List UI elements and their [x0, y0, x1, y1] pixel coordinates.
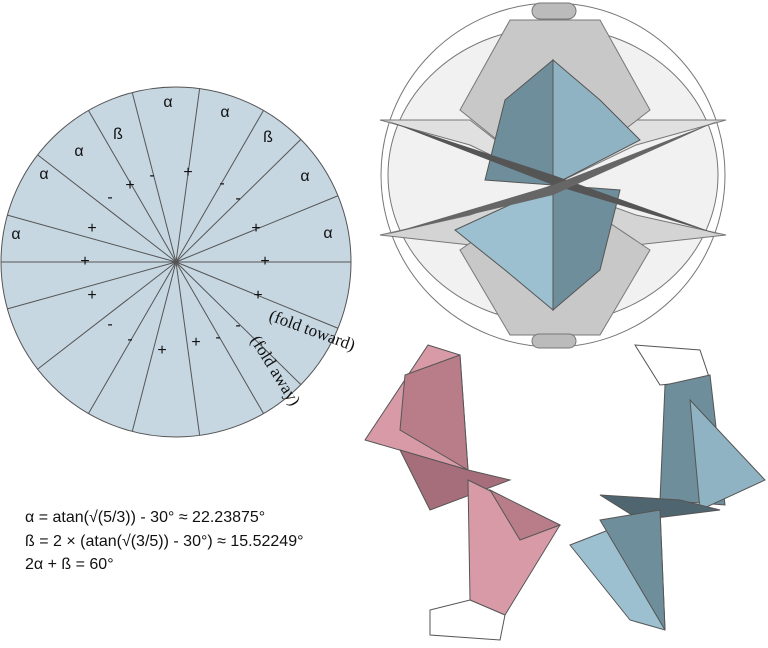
fold-sign: + — [87, 220, 96, 237]
crease-line — [175, 195, 339, 263]
fold-sign: + — [253, 287, 262, 304]
fold-sign: + — [183, 164, 192, 181]
fold-sign: + — [191, 334, 200, 351]
crease-line — [88, 261, 177, 414]
blue-facet — [599, 509, 666, 631]
cap — [531, 2, 577, 20]
sector-label: ß — [263, 129, 273, 146]
fold-sign: - — [107, 316, 112, 333]
assembled-model — [379, 2, 727, 349]
sector-label: ß — [113, 126, 123, 143]
crease-line — [175, 261, 201, 436]
sector-label: α — [300, 168, 309, 185]
crease-line — [175, 88, 201, 263]
crease-line — [7, 214, 177, 263]
fold-sign: - — [149, 167, 154, 184]
formula: α = atan(√(5/3)) - 30° ≈ 22.23875° — [25, 509, 265, 526]
sector-label: α — [163, 94, 172, 111]
fold-sign: + — [125, 177, 134, 194]
pink-facet — [467, 479, 561, 616]
crease-line — [88, 110, 177, 263]
fold-sign: - — [127, 331, 132, 348]
pink-facet — [488, 488, 562, 541]
blue-facet — [484, 58, 554, 186]
fold-sign: + — [157, 342, 166, 359]
crease-line — [175, 110, 264, 263]
crease-line — [175, 261, 302, 385]
cap — [531, 333, 577, 349]
pink-half — [364, 344, 562, 641]
crease-edge — [385, 120, 720, 235]
blue-half — [569, 344, 766, 631]
crease-line — [131, 261, 177, 432]
fold-sign: - — [107, 189, 112, 206]
sector-label: α — [220, 104, 229, 121]
fold-sign: + — [260, 253, 269, 270]
sector-label: α — [323, 225, 332, 242]
flap — [429, 599, 506, 641]
crease-line — [175, 261, 339, 329]
blue-facet — [599, 494, 721, 521]
fold-sign: - — [219, 175, 224, 192]
blue-facet — [689, 398, 766, 511]
sector-label: α — [74, 143, 83, 160]
fold-sign: - — [215, 329, 220, 346]
crease-line — [175, 261, 264, 414]
blue-facet — [552, 184, 621, 312]
fold-sign: + — [80, 253, 89, 270]
crease-line — [131, 92, 177, 263]
fold-sign: + — [87, 287, 96, 304]
crease-line — [37, 154, 177, 263]
fold-sign: - — [235, 190, 240, 207]
pink-facet — [399, 449, 512, 511]
crease-line — [175, 139, 302, 263]
fold-sign: + — [251, 220, 260, 237]
formula: 2α + ß = 60° — [25, 556, 114, 573]
crease-line — [7, 261, 177, 310]
formula: ß = 2 × (atan(√(3/5)) - 30°) ≈ 15.52249° — [25, 533, 304, 550]
crease-line — [37, 261, 177, 370]
sector-label: α — [39, 166, 48, 183]
sector-label: α — [11, 226, 20, 243]
fold-sign: - — [235, 317, 240, 334]
